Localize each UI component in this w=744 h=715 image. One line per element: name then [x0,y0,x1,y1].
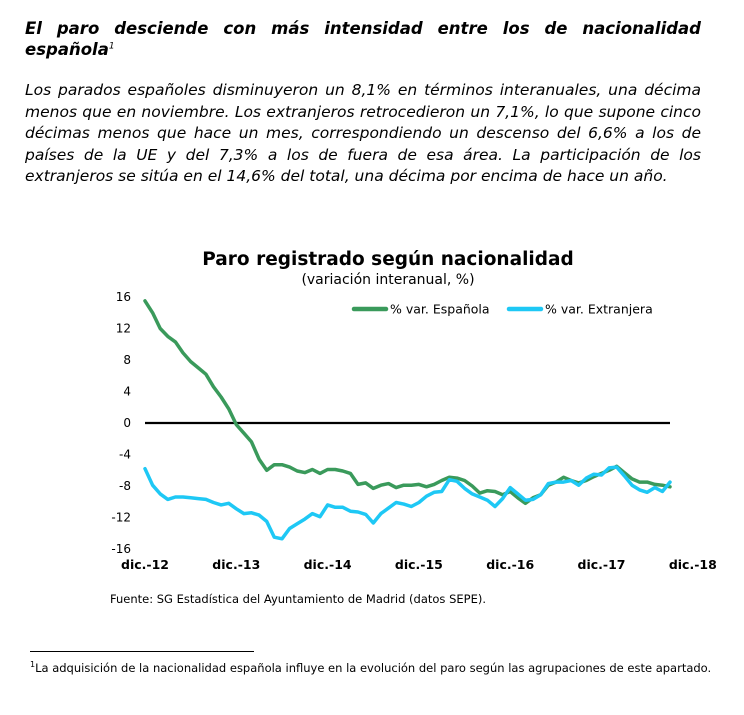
footnote: 1La adquisición de la nacionalidad españ… [30,660,720,677]
y-tick-label: -8 [119,479,131,493]
y-tick-label: 12 [116,322,131,336]
chart-subtitle: (variación interanual, %) [301,272,475,288]
section-heading: El paro desciende con más intensidad ent… [25,18,701,60]
x-tick-label: dic.-13 [212,557,260,572]
x-tick-label: dic.-16 [486,557,534,572]
footnote-divider [30,651,254,652]
y-tick-label: -12 [111,511,131,525]
y-tick-label: 0 [123,416,131,430]
footnote-marker: 1 [30,660,36,670]
source-note: Fuente: SG Estadística del Ayuntamiento … [110,592,486,606]
x-tick-label: dic.-18 [669,557,717,572]
y-tick-label: 4 [123,385,131,399]
footnote-text: La adquisición de la nacionalidad españo… [35,661,712,675]
x-tick-label: dic.-12 [121,557,169,572]
x-tick-label: dic.-17 [578,557,626,572]
legend-item-extranjera-label: % var. Extranjera [545,302,653,317]
x-tick-label: dic.-15 [395,557,443,572]
series-line-extranjera [143,465,672,541]
section-heading-text: El paro desciende con más intensidad ent… [25,19,701,59]
footnote-reference: 1 [108,41,115,52]
y-tick-label: 16 [116,290,131,304]
chart-title: Paro registrado según nacionalidad [202,249,574,270]
y-tick-label: -16 [111,542,131,556]
body-paragraph: Los parados españoles disminuyeron un 8,… [25,81,701,185]
y-tick-label: 8 [123,353,131,367]
y-tick-label: -4 [119,448,131,462]
x-tick-label: dic.-14 [304,557,352,572]
series-line-espanola [143,299,672,506]
legend-item-espanola-label: % var. Española [390,302,490,317]
